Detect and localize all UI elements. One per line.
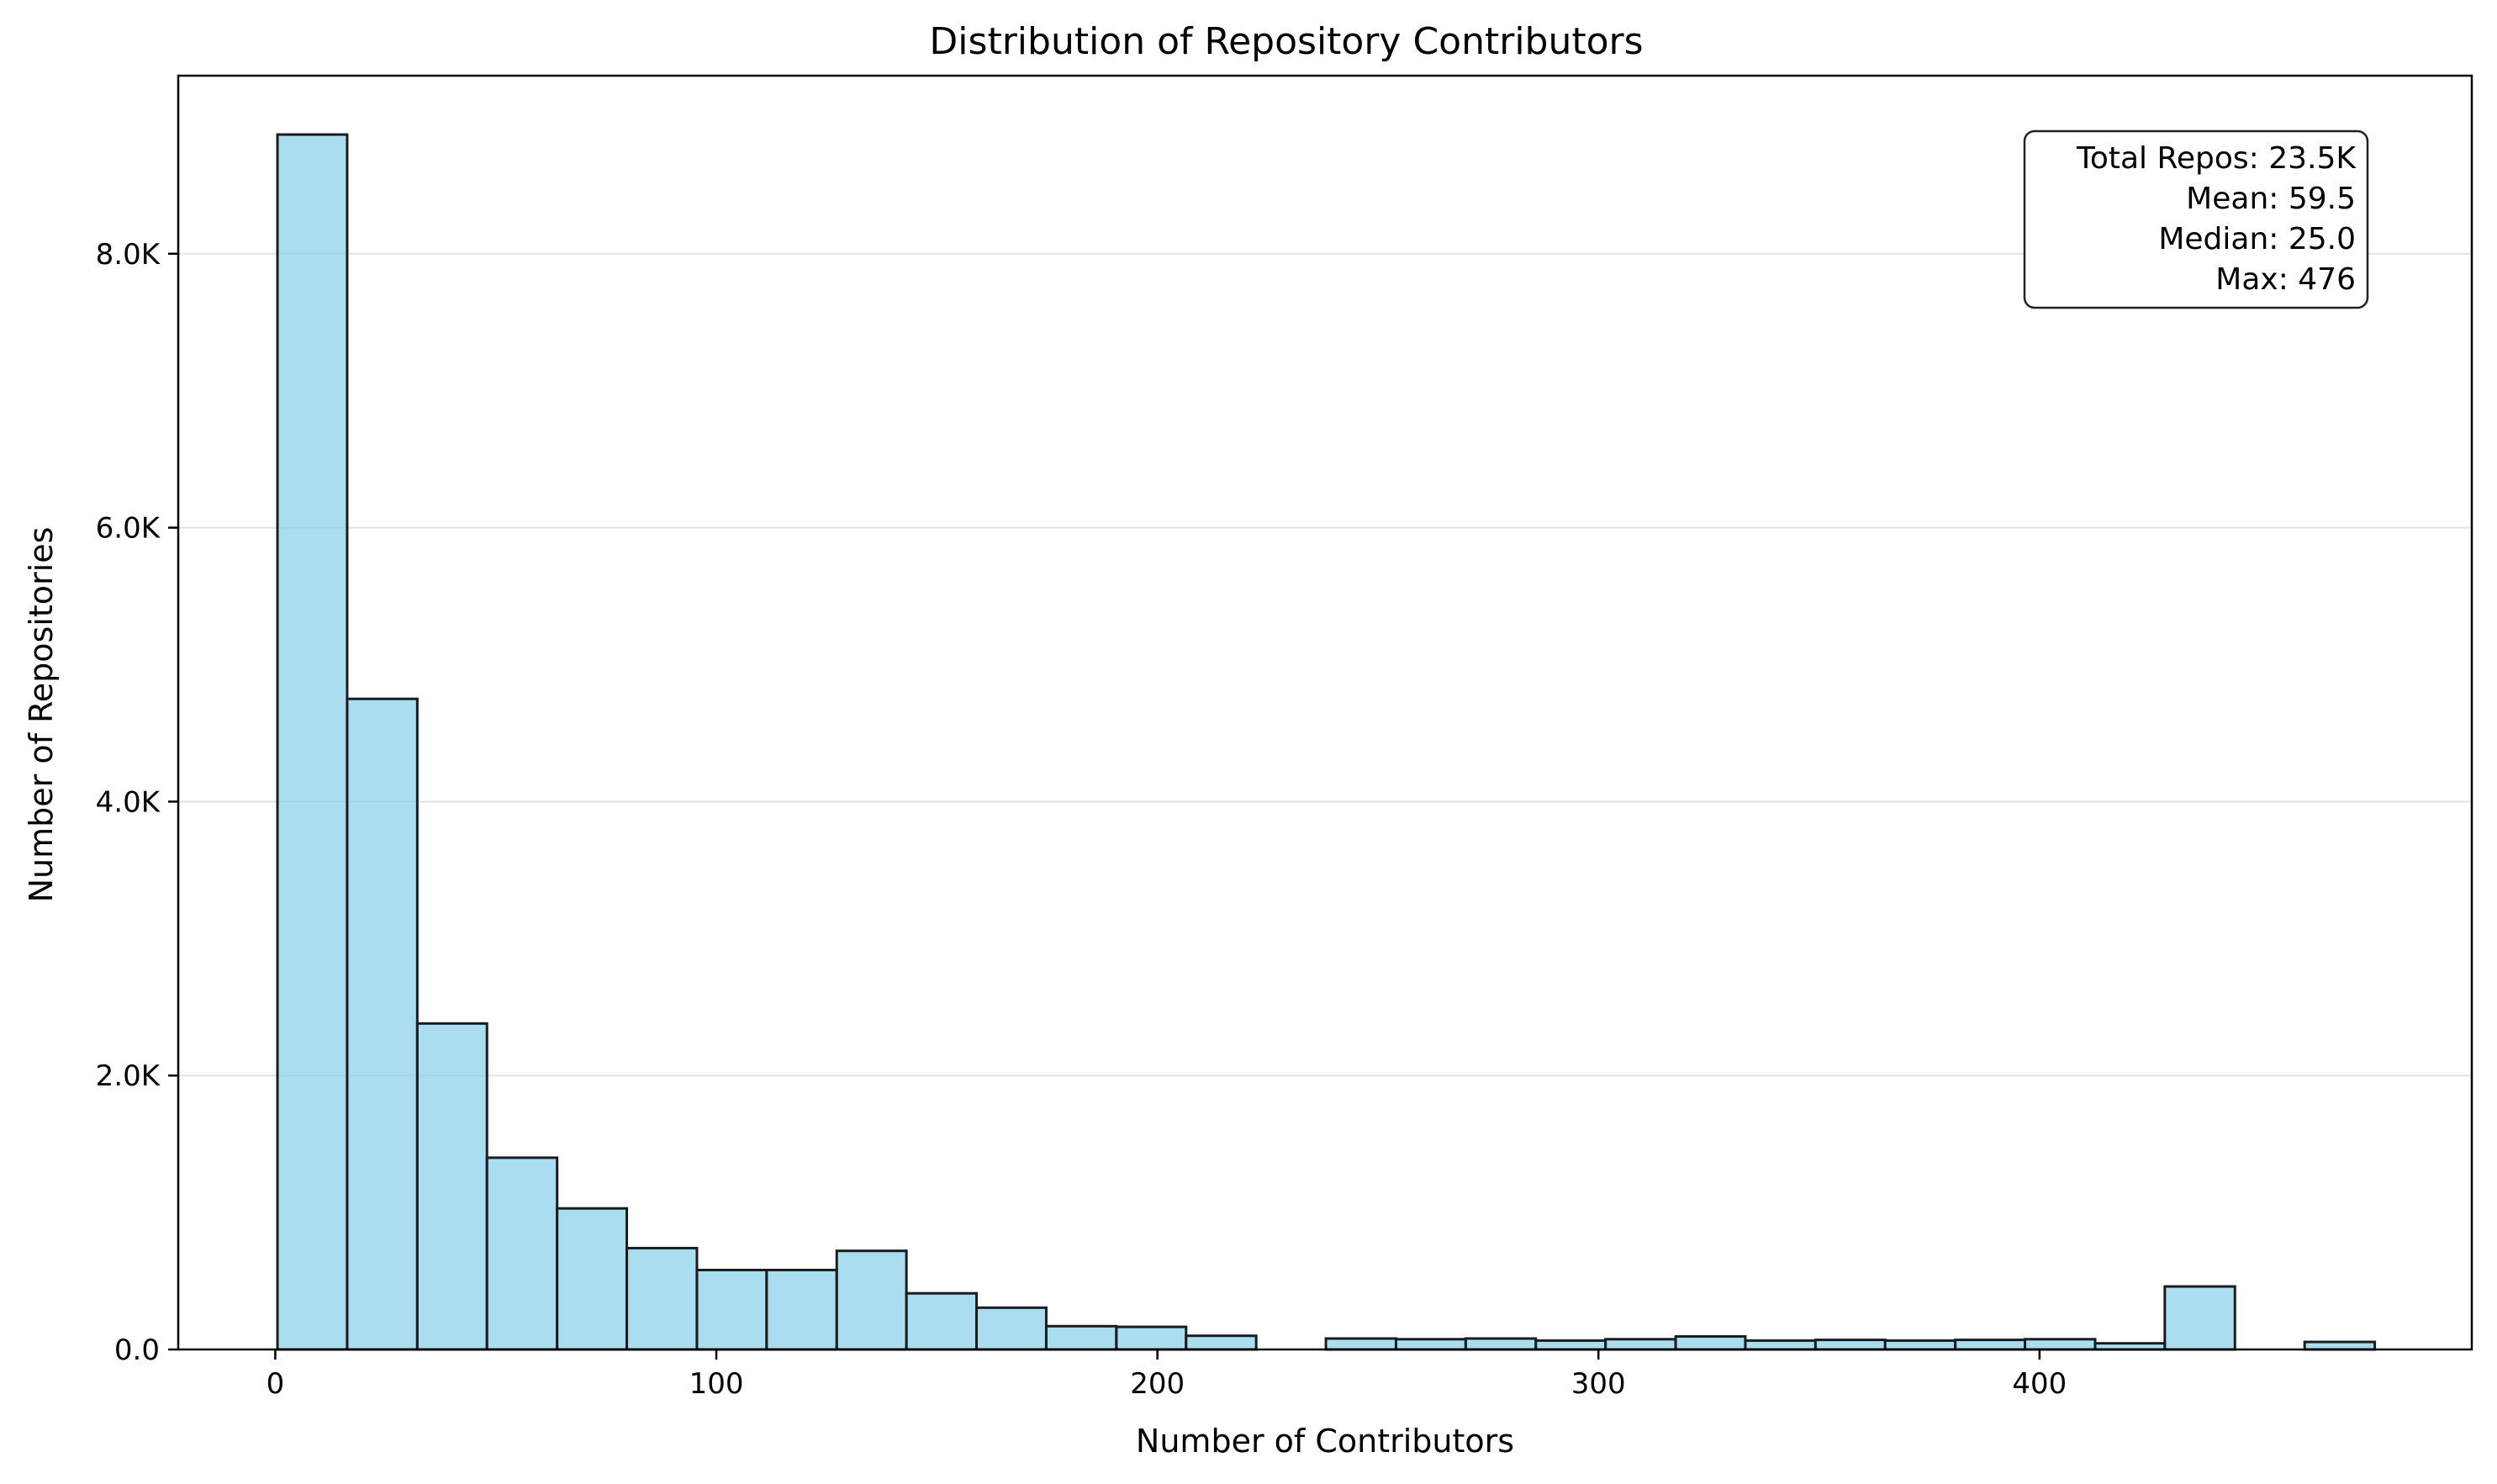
x-tick-label-3: 300 bbox=[1571, 1367, 1626, 1401]
y-tick-label-2: 4.0K bbox=[96, 785, 161, 819]
stat-median: Median: 25.0 bbox=[2158, 222, 2356, 256]
histogram-bar-6 bbox=[695, 1269, 768, 1351]
stat-total-repos: Total Repos: 23.5K bbox=[2076, 141, 2357, 176]
histogram-bar-8 bbox=[835, 1249, 908, 1351]
histogram-bar-5 bbox=[626, 1246, 699, 1351]
histogram-bar-29 bbox=[2303, 1340, 2377, 1351]
y-axis-label: Number of Repositories bbox=[23, 527, 60, 903]
histogram-bar-21 bbox=[1744, 1339, 1817, 1351]
histogram-bar-27 bbox=[2163, 1285, 2236, 1351]
histogram-bar-24 bbox=[1954, 1339, 2027, 1351]
stats-box-frame bbox=[2023, 129, 2369, 309]
histogram-bar-17 bbox=[1464, 1337, 1538, 1351]
x-tick-label-4: 400 bbox=[2012, 1367, 2067, 1401]
histogram-bar-15 bbox=[1324, 1337, 1397, 1351]
histogram-bar-23 bbox=[1883, 1339, 1957, 1351]
histogram-bar-3 bbox=[485, 1156, 559, 1351]
histogram-bar-7 bbox=[765, 1269, 838, 1351]
histogram-bar-19 bbox=[1604, 1338, 1677, 1351]
y-tick-label-0: 0.0 bbox=[114, 1333, 160, 1367]
stat-max: Max: 476 bbox=[2215, 262, 2356, 297]
histogram-bar-4 bbox=[556, 1207, 629, 1351]
histogram-bar-18 bbox=[1534, 1339, 1607, 1351]
histogram-bar-20 bbox=[1674, 1335, 1747, 1351]
histogram-bar-25 bbox=[2024, 1338, 2097, 1351]
histogram-bar-11 bbox=[1044, 1324, 1118, 1351]
histogram-bar-2 bbox=[415, 1022, 488, 1351]
x-axis-ticks: 0 100 200 300 400 bbox=[267, 1349, 2067, 1401]
histogram-bar-9 bbox=[905, 1291, 979, 1351]
y-tick-label-4: 8.0K bbox=[96, 238, 161, 272]
histogram-bar-16 bbox=[1394, 1338, 1467, 1351]
stats-box: Total Repos: 23.5K Mean: 59.5 Median: 25… bbox=[2023, 129, 2369, 309]
y-axis-ticks: 0.0 2.0K 4.0K 6.0K 8.0K bbox=[96, 238, 178, 1367]
x-tick-label-1: 100 bbox=[689, 1367, 744, 1401]
histogram-bar-1 bbox=[346, 697, 419, 1351]
histogram-bar-13 bbox=[1185, 1334, 1258, 1351]
plot-area-frame bbox=[177, 74, 2473, 1351]
histogram-bar-22 bbox=[1813, 1339, 1887, 1351]
histogram-bar-0 bbox=[276, 133, 349, 1351]
stat-mean: Mean: 59.5 bbox=[2186, 182, 2356, 216]
x-axis-label: Number of Contributors bbox=[1136, 1423, 1514, 1460]
histogram-bar-12 bbox=[1115, 1325, 1188, 1351]
gridlines bbox=[178, 252, 2472, 1077]
y-tick-label-3: 6.0K bbox=[96, 512, 161, 546]
chart-title: Distribution of Repository Contributors bbox=[929, 20, 1643, 63]
x-tick-label-2: 200 bbox=[1130, 1367, 1185, 1401]
histogram-bar-10 bbox=[975, 1306, 1048, 1351]
y-tick-label-1: 2.0K bbox=[96, 1059, 161, 1093]
x-tick-label-0: 0 bbox=[267, 1367, 285, 1401]
